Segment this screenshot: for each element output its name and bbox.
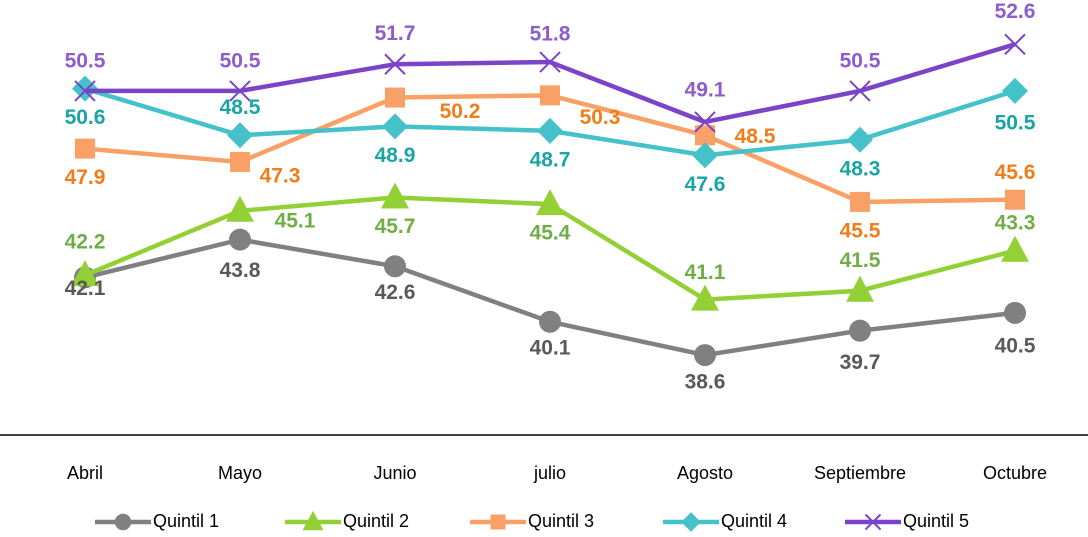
marker [1005,189,1025,210]
x-tick-label: Agosto [677,463,733,483]
data-label: 48.3 [840,157,881,180]
marker [229,228,251,251]
data-label: 45.1 [275,209,316,232]
data-label: 50.5 [65,49,106,72]
data-label: 41.1 [685,261,726,284]
marker [849,319,871,342]
legend-item: Quintil 1 [95,511,219,531]
x-tick-label: Mayo [218,463,262,483]
data-label: 45.6 [995,161,1036,184]
data-label: 49.1 [685,79,726,102]
marker [1004,33,1026,55]
data-label: 43.8 [220,259,261,282]
marker [385,87,405,108]
data-label: 47.9 [65,166,106,189]
marker [226,195,254,222]
data-label: 52.6 [995,0,1036,23]
legend-label: Quintil 3 [528,511,594,531]
marker [692,142,718,169]
data-label: 48.9 [375,144,416,167]
data-label: 47.3 [260,164,301,187]
marker [1001,235,1029,262]
data-label: 45.5 [840,219,881,242]
marker [71,260,99,287]
data-label: 50.2 [440,100,481,123]
marker [694,111,716,133]
marker [864,513,882,531]
marker [691,284,719,311]
data-label: 40.5 [995,334,1036,357]
marker [849,80,871,102]
data-label: 51.7 [375,22,416,45]
marker [536,189,564,216]
data-label: 48.5 [735,125,776,148]
marker [1004,301,1026,324]
marker [230,151,250,172]
marker [537,117,563,144]
data-label: 43.3 [995,211,1036,234]
data-label: 39.7 [840,351,881,374]
legend-label: Quintil 4 [721,511,787,531]
data-label: 41.5 [840,249,881,272]
legend-label: Quintil 5 [903,511,969,531]
marker [114,513,132,531]
data-label: 51.8 [530,23,571,46]
marker [490,514,506,530]
data-label: 42.2 [65,231,106,254]
legend-item: Quintil 2 [285,510,409,531]
marker [539,310,561,333]
marker [381,182,409,209]
data-label: 38.6 [685,371,726,394]
marker [695,125,715,146]
legend-item: Quintil 3 [470,511,594,531]
x-tick-label: Abril [67,463,103,483]
legend-label: Quintil 1 [153,511,219,531]
data-label: 45.4 [530,222,571,245]
data-label: 40.1 [530,336,571,359]
marker [382,113,408,140]
marker [681,512,701,532]
data-label: 50.5 [840,49,881,72]
data-label: 50.5 [995,111,1036,134]
data-label: 50.5 [220,49,261,72]
marker [1002,77,1028,104]
marker [227,122,253,149]
marker [302,510,324,531]
marker [540,85,560,106]
data-label: 45.7 [375,215,416,238]
x-tick-label: Septiembre [814,463,906,483]
data-label: 47.6 [685,173,726,196]
data-label: 42.6 [375,281,416,304]
marker [539,51,561,73]
marker [74,80,96,102]
marker [75,138,95,159]
data-label: 48.5 [220,96,261,119]
data-label: 50.6 [65,106,106,129]
data-label: 48.7 [530,148,571,171]
marker [229,80,251,102]
legend-item: Quintil 4 [663,511,787,532]
marker [846,275,874,302]
legend-label: Quintil 2 [343,511,409,531]
x-tick-label: julio [533,463,566,483]
marker [384,53,406,75]
marker [694,344,716,367]
marker [847,126,873,153]
x-tick-label: Junio [373,463,416,483]
data-label: 42.1 [65,277,106,300]
marker [850,191,870,212]
marker [384,255,406,278]
legend-item: Quintil 5 [845,511,969,531]
data-label: 50.3 [580,106,621,129]
x-tick-label: Octubre [983,463,1047,483]
